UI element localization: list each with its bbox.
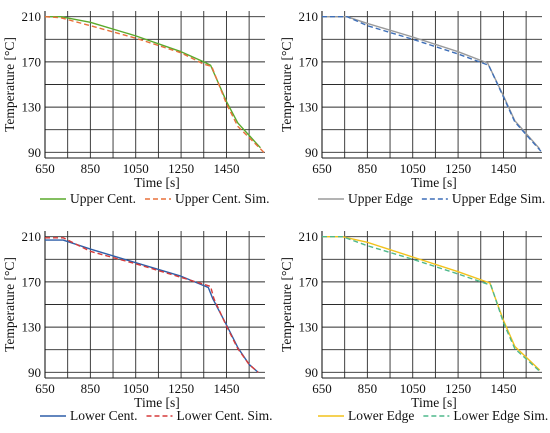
y-axis-label: Temperature [°C] — [279, 257, 294, 352]
series-line-2 — [44, 15, 265, 153]
x-tick-label: 850 — [81, 381, 101, 396]
x-tick-label: 1050 — [123, 381, 149, 396]
chart-panel-2: 650 850 1050 1250 1450 90 130 170 210 Time [s] Tem… — [279, 9, 545, 206]
legend-label-1: Lower Edge — [348, 408, 414, 423]
x-tick-label: 1050 — [400, 161, 426, 176]
legend-label-1: Lower Cent. — [70, 408, 137, 423]
y-tick-label: 170 — [299, 54, 319, 69]
x-tick-label: 1450 — [490, 381, 516, 396]
chart-panel-4: 650 850 1050 1250 1450 90 130 170 210 Time [s] Tem… — [279, 229, 548, 423]
legend-label-2: Upper Edge Sim. — [452, 191, 545, 206]
x-tick-label: 650 — [312, 381, 332, 396]
y-tick-label: 90 — [28, 365, 41, 380]
y-tick-label: 210 — [22, 229, 42, 244]
series-line-2 — [322, 15, 542, 152]
x-tick-label: 1050 — [400, 381, 426, 396]
x-axis-label: Time [s] — [411, 175, 457, 190]
series-line-1 — [322, 235, 541, 371]
grid — [322, 11, 542, 158]
chart-panel-1: 650 850 1050 1250 1450 90 130 170 210 Time [s] Tem… — [2, 9, 269, 206]
x-tick-label: 650 — [35, 161, 55, 176]
x-tick-label: 1250 — [445, 381, 471, 396]
x-axis-label: Time [s] — [411, 395, 457, 410]
y-tick-label: 170 — [299, 274, 319, 289]
x-tick-label: 850 — [358, 161, 378, 176]
x-axis-label: Time [s] — [134, 395, 180, 410]
x-tick-label: 1250 — [168, 381, 194, 396]
x-tick-label: 1250 — [445, 161, 471, 176]
grid — [322, 231, 542, 378]
x-tick-label: 1450 — [213, 381, 239, 396]
legend-label-1: Upper Cent. — [70, 191, 136, 206]
legend-label-2: Lower Cent. Sim. — [176, 408, 272, 423]
y-tick-label: 130 — [299, 100, 319, 115]
legend: Upper Edge Upper Edge Sim. — [318, 191, 545, 206]
y-axis-label: Temperature [°C] — [2, 37, 17, 132]
legend: Lower Edge Lower Edge Sim. — [318, 408, 548, 423]
y-tick-label: 170 — [22, 54, 42, 69]
x-tick-label: 650 — [312, 161, 332, 176]
y-tick-label: 90 — [305, 145, 318, 160]
grid — [45, 11, 265, 158]
series-line-2 — [45, 237, 259, 373]
x-tick-label: 1250 — [168, 161, 194, 176]
series-line-2 — [322, 235, 542, 373]
legend-label-1: Upper Edge — [348, 191, 413, 206]
legend-label-2: Lower Edge Sim. — [453, 408, 548, 423]
grid — [45, 231, 265, 378]
x-tick-label: 850 — [81, 161, 101, 176]
series-line-1 — [322, 15, 541, 150]
y-tick-label: 130 — [299, 320, 319, 335]
x-tick-label: 1050 — [123, 161, 149, 176]
y-axis-label: Temperature [°C] — [279, 37, 294, 132]
y-tick-label: 170 — [22, 274, 42, 289]
y-axis-label: Temperature [°C] — [2, 257, 17, 352]
y-tick-label: 210 — [299, 9, 319, 24]
x-tick-label: 650 — [35, 381, 55, 396]
legend: Upper Cent. Upper Cent. Sim. — [40, 191, 269, 206]
y-tick-label: 210 — [22, 9, 42, 24]
series-line-1 — [45, 15, 261, 149]
legend: Lower Cent. Lower Cent. Sim. — [40, 408, 272, 423]
y-tick-label: 210 — [299, 229, 319, 244]
y-tick-label: 130 — [22, 320, 42, 335]
x-tick-label: 850 — [358, 381, 378, 396]
legend-label-2: Upper Cent. Sim. — [175, 191, 270, 206]
y-tick-label: 90 — [305, 365, 318, 380]
x-tick-label: 1450 — [213, 161, 239, 176]
y-tick-label: 90 — [28, 145, 41, 160]
series-line-1 — [45, 239, 259, 373]
y-tick-label: 130 — [22, 100, 42, 115]
chart-panel-3: 650 850 1050 1250 1450 90 130 170 210 Time [s] Tem… — [2, 229, 272, 423]
x-tick-label: 1450 — [490, 161, 516, 176]
x-axis-label: Time [s] — [134, 175, 180, 190]
